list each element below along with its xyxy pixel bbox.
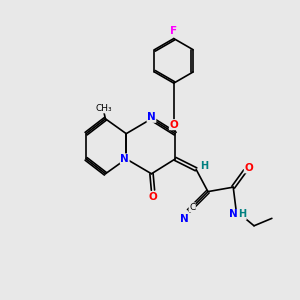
Text: N: N [147, 112, 156, 122]
Text: F: F [170, 26, 177, 36]
Text: H: H [200, 161, 208, 171]
Text: N: N [180, 214, 189, 224]
Text: O: O [169, 120, 178, 130]
Text: C: C [189, 203, 195, 212]
Text: CH₃: CH₃ [96, 104, 112, 113]
Text: O: O [244, 163, 253, 173]
Text: N: N [120, 154, 129, 164]
Text: N: N [229, 209, 238, 220]
Text: O: O [148, 192, 157, 202]
Text: H: H [238, 209, 246, 220]
